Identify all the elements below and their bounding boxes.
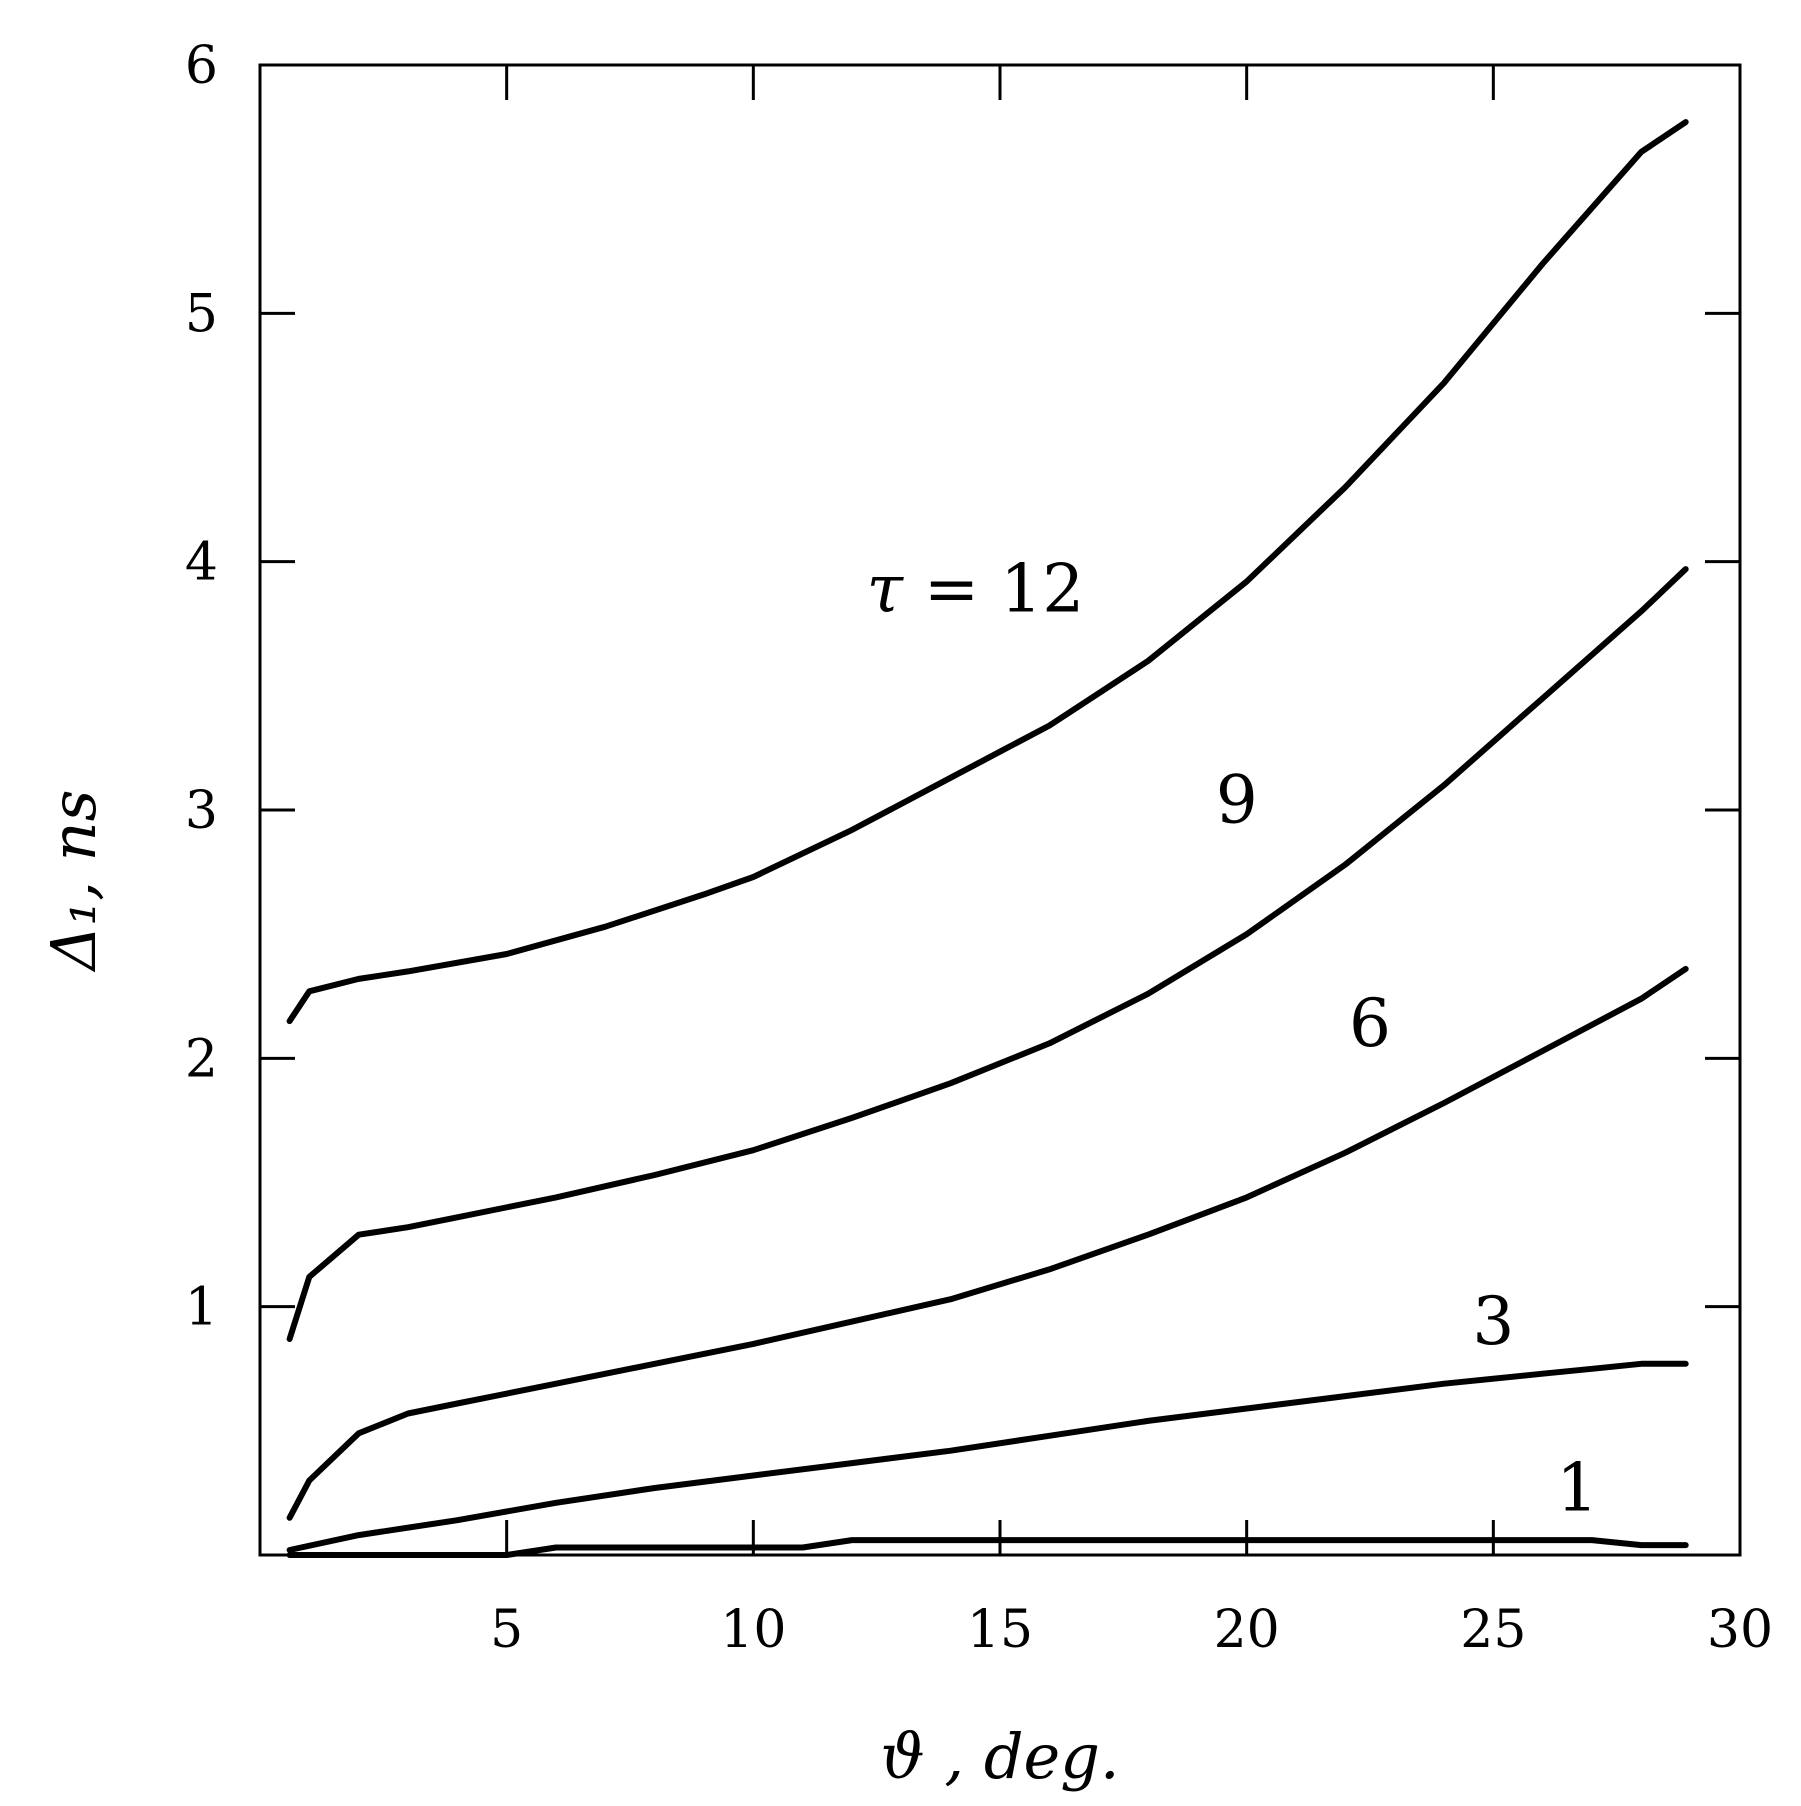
y-tick-label: 1 <box>185 1278 218 1338</box>
curve-label: 1 <box>1556 1449 1598 1526</box>
series-line-0 <box>286 1537 1689 1558</box>
curve-label: 6 <box>1349 985 1391 1062</box>
x-tick-label: 10 <box>720 1600 786 1660</box>
series-line-4 <box>286 119 1689 1025</box>
x-tick-label: 30 <box>1707 1600 1773 1660</box>
y-tick-label: 4 <box>185 533 218 593</box>
curve-label: 9 <box>1216 761 1258 838</box>
plot-frame <box>258 63 1742 1557</box>
x-tick-label: 15 <box>967 1600 1033 1660</box>
curve-label: 3 <box>1472 1283 1514 1360</box>
y-axis-label: Δ₁, ns <box>37 790 110 973</box>
series-line-1 <box>286 1360 1689 1553</box>
series-line-2 <box>286 965 1689 1521</box>
x-tick-label: 20 <box>1214 1600 1280 1660</box>
annotations: τ = 12 9 6 3 1 <box>866 550 1598 1526</box>
x-axis-label: ϑ , deg. <box>880 1720 1119 1793</box>
y-tick-label: 5 <box>185 284 218 344</box>
y-tick-label: 3 <box>185 781 218 841</box>
y-tick-label: 2 <box>185 1029 218 1089</box>
series <box>286 119 1689 1558</box>
x-tick-label: 25 <box>1460 1600 1526 1660</box>
y-tick-label: 6 <box>185 36 218 96</box>
curve-label: τ = 12 <box>866 550 1084 627</box>
ticks: 5 10 15 20 25 30 1 2 3 4 5 6 <box>185 36 1773 1660</box>
x-tick-label: 5 <box>490 1600 523 1660</box>
series-line-3 <box>286 566 1689 1342</box>
